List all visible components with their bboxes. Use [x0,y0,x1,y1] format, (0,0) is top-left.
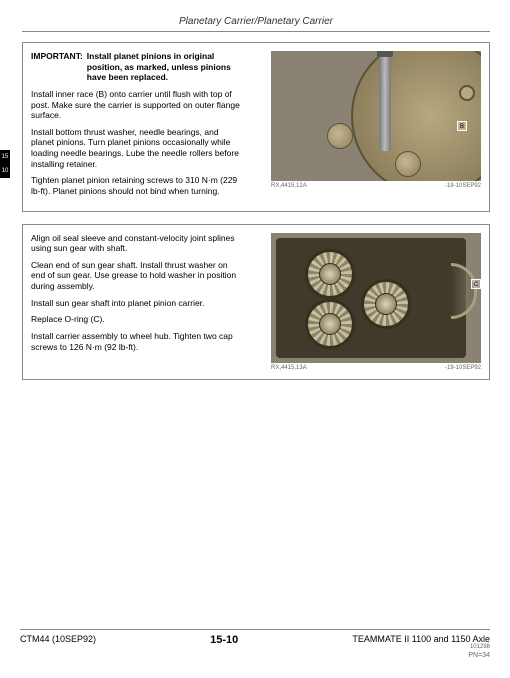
footer-right-pn: PN=34 [352,652,490,660]
instruction-block-1: IMPORTANT: Install planet pinions in ori… [22,42,490,212]
page-header-title: Planetary Carrier/Planetary Carrier [22,16,490,27]
gear-2-hub [375,293,397,315]
footer-right-tiny: 101298 [352,644,490,651]
gear-3-hub [319,313,341,335]
footer-right: TEAMMATE II 1100 and 1150 Axle 101298 PN… [352,634,490,660]
s1-p1: Install inner race (B) onto carrier unti… [31,89,243,121]
gear-1-shape [305,249,355,299]
flange-hole-shape [459,85,475,101]
s2-p2: Clean end of sun gear shaft. Install thr… [31,260,243,292]
gear-2-shape [361,279,411,329]
figure-1-caption-left: RX,4415,12A [271,183,307,189]
figure-2-caption-right: -19-10SEP92 [445,365,481,371]
footer-row: CTM44 (10SEP92) 15-10 TEAMMATE II 1100 a… [20,634,490,660]
figure-1-caption-right: -19-10SEP92 [445,183,481,189]
s2-p3: Install sun gear shaft into planet pinio… [31,298,243,309]
important-body: Install planet pinions in original posit… [87,51,243,83]
important-note: IMPORTANT: Install planet pinions in ori… [31,51,243,83]
s2-p1: Align oil seal sleeve and constant-veloc… [31,233,243,254]
s1-p2: Install bottom thrust washer, needle bea… [31,127,243,170]
instruction-text-2: Align oil seal sleeve and constant-veloc… [31,233,243,371]
threaded-post-shape [379,51,391,151]
manual-page: Planetary Carrier/Planetary Carrier 15 1… [0,0,510,678]
header-rule [22,31,490,32]
figure-2-col: C -UN-14APR92 RX,4415,13A -19-10SEP92 [251,233,481,371]
post-top-shape [377,51,393,57]
instruction-block-2: Align oil seal sleeve and constant-veloc… [22,224,490,380]
s2-p5: Install carrier assembly to wheel hub. T… [31,331,243,352]
oring-groove-shape [451,263,477,319]
page-footer: CTM44 (10SEP92) 15-10 TEAMMATE II 1100 a… [20,629,490,660]
pinion-b-shape [395,151,421,177]
callout-c-label: C [471,279,481,289]
important-label: IMPORTANT: [31,51,83,62]
figure-2-caption-left: RX,4415,13A [271,365,307,371]
footer-page-number: 15-10 [210,634,238,646]
figure-1-photo: B -UN-14APR92 [271,51,481,181]
figure-2-wrap: C -UN-14APR92 RX,4415,13A -19-10SEP92 [271,233,481,371]
footer-right-title: TEAMMATE II 1100 and 1150 Axle [352,634,490,644]
pinion-a-shape [327,123,353,149]
side-tab-bottom: 10 [2,168,9,174]
side-tab: 15 10 [0,150,10,178]
gear-1-hub [319,263,341,285]
figure-2-caption: RX,4415,13A -19-10SEP92 [271,365,481,371]
footer-rule [20,629,490,630]
figure-1-col: B -UN-14APR92 RX,4415,12A -19-10SEP92 [251,51,481,203]
figure-1-caption: RX,4415,12A -19-10SEP92 [271,183,481,189]
callout-b-label: B [457,121,467,131]
s2-p4: Replace O-ring (C). [31,314,243,325]
instruction-text-1: IMPORTANT: Install planet pinions in ori… [31,51,243,203]
figure-2-photo: C -UN-14APR92 [271,233,481,363]
gear-3-shape [305,299,355,349]
s1-p3: Tighten planet pinion retaining screws t… [31,175,243,196]
footer-left: CTM44 (10SEP92) [20,634,96,644]
figure-1-wrap: B -UN-14APR92 RX,4415,12A -19-10SEP92 [271,51,481,189]
side-tab-top: 15 [2,154,9,160]
